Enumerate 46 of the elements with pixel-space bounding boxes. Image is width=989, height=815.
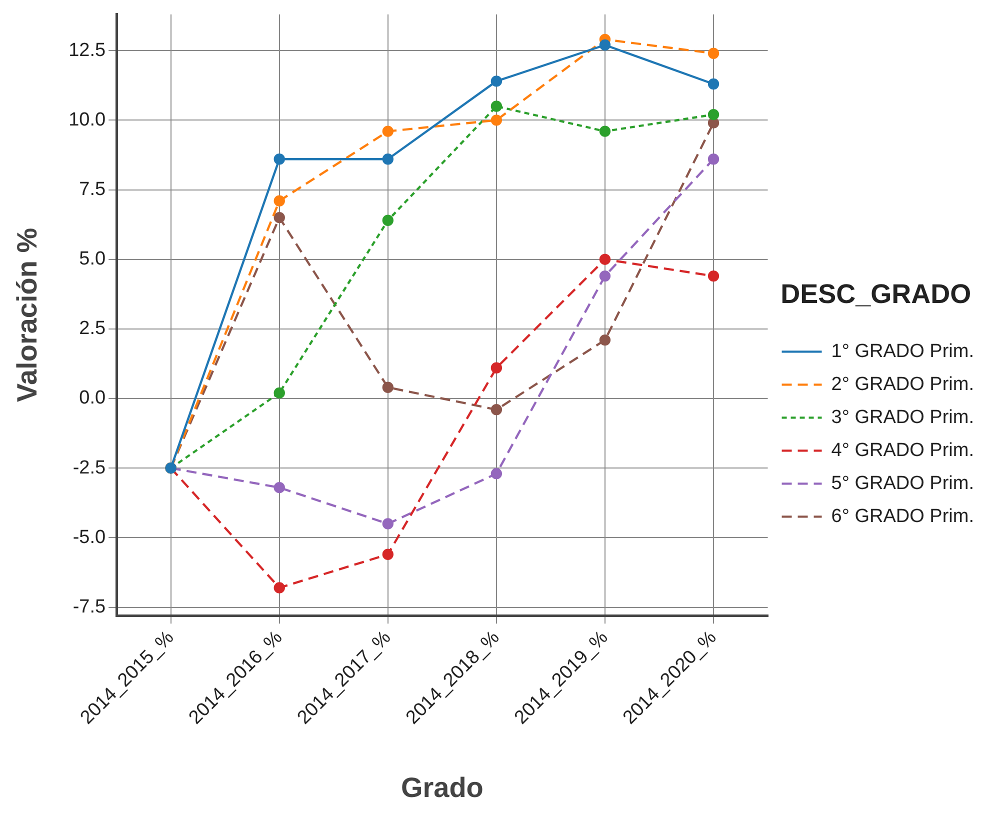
y-tick-label: 10.0 — [68, 109, 106, 130]
point — [382, 548, 394, 560]
x-axis-title: Grado — [400, 772, 484, 803]
point — [599, 39, 611, 51]
y-tick-label: -7.5 — [72, 596, 106, 618]
point — [599, 254, 611, 265]
point — [382, 154, 394, 165]
legend-title: DESC_GRADO — [780, 278, 972, 309]
y-tick-label: 7.5 — [79, 178, 106, 200]
point — [274, 212, 285, 224]
legend-label: 2° GRADO Prim. — [831, 374, 974, 395]
point — [382, 126, 394, 137]
point — [382, 518, 394, 530]
legend-label: 6° GRADO Prim. — [831, 506, 974, 527]
point — [599, 334, 611, 346]
point — [274, 154, 285, 165]
point — [708, 270, 720, 282]
point — [708, 48, 720, 59]
point — [490, 468, 502, 480]
point — [274, 195, 285, 206]
point — [382, 214, 394, 226]
y-axis-title: Valoración % — [12, 228, 43, 402]
point — [708, 78, 720, 90]
y-tick-label: 2.5 — [79, 318, 106, 340]
point — [599, 270, 611, 282]
y-tick-label: -2.5 — [72, 457, 106, 478]
point — [382, 382, 394, 393]
point — [490, 404, 502, 416]
point — [490, 76, 502, 87]
y-tick-label: 5.0 — [79, 248, 106, 270]
legend-label: 3° GRADO Prim. — [831, 406, 974, 428]
point — [599, 126, 611, 137]
point — [708, 154, 720, 165]
point — [490, 362, 502, 374]
point — [274, 387, 285, 399]
y-tick-label: 12.5 — [68, 40, 106, 61]
legend-label: 5° GRADO Prim. — [831, 472, 974, 494]
y-tick-label: -5.0 — [72, 526, 106, 548]
legend-label: 1° GRADO Prim. — [831, 340, 974, 362]
point — [490, 100, 502, 112]
point — [708, 109, 720, 120]
point — [490, 114, 502, 126]
point — [274, 582, 285, 594]
legend-label: 4° GRADO Prim. — [831, 440, 974, 461]
y-tick-label: 0.0 — [79, 388, 106, 409]
point — [274, 482, 285, 494]
